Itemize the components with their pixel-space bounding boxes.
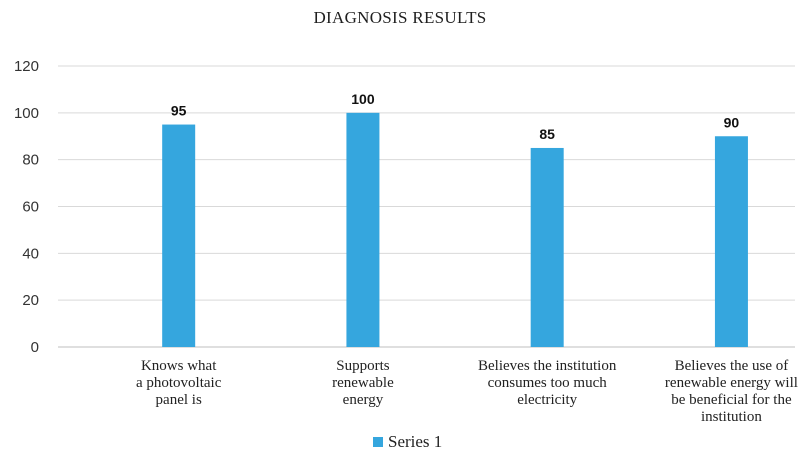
- y-tick-label: 120: [14, 58, 39, 75]
- bars: [162, 112, 748, 348]
- data-label-2: 100: [351, 91, 375, 107]
- bar-2: [346, 112, 380, 347]
- data-label-1: 95: [171, 103, 187, 119]
- category-label-1: Knows what a photovoltaic panel is: [136, 358, 222, 408]
- data-labels: 95 100 85 90: [171, 91, 740, 142]
- category-label-4: Believes the use of renewable energy will…: [665, 358, 798, 425]
- data-label-4: 90: [724, 114, 740, 130]
- bar-1: [162, 124, 196, 348]
- data-label-3: 85: [539, 126, 555, 142]
- x-axis-categories: Knows what a photovoltaic panel is Supports…: [136, 358, 798, 425]
- bar-3: [530, 147, 564, 347]
- y-tick-label: 60: [22, 199, 39, 216]
- y-tick-label: 40: [22, 245, 39, 262]
- legend-swatch-series-1: [373, 437, 383, 447]
- y-tick-label: 0: [31, 339, 39, 356]
- y-tick-label: 20: [22, 292, 39, 309]
- y-tick-label: 100: [14, 105, 39, 122]
- legend: Series 1: [373, 432, 442, 451]
- bar-4: [714, 136, 748, 347]
- category-label-2: Supports renewable energy: [332, 358, 394, 408]
- chart-title: DIAGNOSIS RESULTS: [313, 8, 486, 27]
- category-label-3: Believes the institution consumes too muc…: [478, 358, 617, 408]
- y-tick-label: 80: [22, 152, 39, 169]
- legend-label-series-1: Series 1: [388, 432, 442, 451]
- y-axis-ticks: 0 20 40 60 80 100 120: [14, 58, 39, 356]
